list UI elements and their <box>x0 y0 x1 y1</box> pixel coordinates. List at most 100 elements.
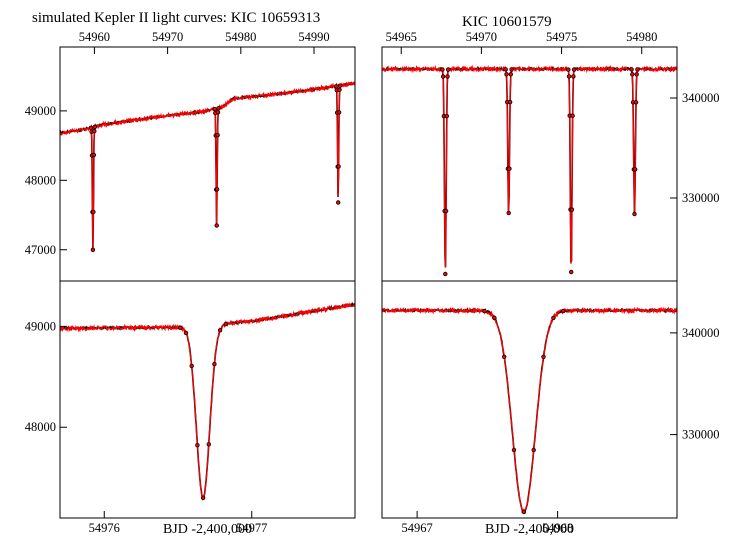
model-point <box>337 165 340 168</box>
model-point <box>213 107 217 111</box>
x-axis-label: BJD -2,400,000 <box>485 522 574 537</box>
right-panel-title: KIC 10601579 <box>462 14 552 30</box>
model-point <box>522 510 526 514</box>
model-point <box>445 114 449 118</box>
model-point <box>630 68 633 71</box>
model-point <box>512 448 516 452</box>
curves <box>60 301 355 501</box>
y-tick-label: 340000 <box>682 326 720 340</box>
model-series-line <box>382 306 677 514</box>
curves <box>382 64 677 277</box>
model-point <box>338 84 342 88</box>
y-tick-label: 47000 <box>25 243 56 257</box>
model-point <box>179 326 182 330</box>
model-point <box>504 68 508 71</box>
model-point <box>224 322 228 326</box>
y-tick-label: 330000 <box>682 191 720 205</box>
model-point <box>217 106 220 110</box>
model-point <box>493 316 496 320</box>
model-point <box>634 100 638 104</box>
panel-1: 54960 54970 54980 54990 47000 48000 49000 <box>25 30 356 282</box>
model-point <box>571 114 574 118</box>
x-tick-label: 54980 <box>626 30 657 44</box>
model-series-line <box>60 302 355 501</box>
x-tick-label: 54977 <box>236 521 267 535</box>
model-point <box>569 270 573 274</box>
model-point <box>207 442 211 446</box>
model-point <box>190 364 194 368</box>
model-point <box>572 68 576 71</box>
figure-title: simulated Kepler II light curves: KIC 10… <box>32 10 320 26</box>
y-tick-label: 48000 <box>25 173 56 187</box>
model-point <box>184 331 188 335</box>
x-tick-label: 54980 <box>225 30 256 44</box>
model-series-line <box>382 64 677 268</box>
model-point <box>542 355 545 359</box>
x-tick-label: 54965 <box>386 30 417 44</box>
x-tick-label: 54968 <box>542 521 573 535</box>
model-point <box>213 362 216 366</box>
x-tick-label: 54960 <box>79 30 110 44</box>
model-point <box>633 212 636 216</box>
model-point <box>444 209 448 213</box>
data-series-line <box>382 307 677 513</box>
x-tick-label: 54967 <box>401 521 432 535</box>
model-point <box>635 72 639 76</box>
panel-frame <box>59 46 356 282</box>
model-point <box>216 110 220 114</box>
model-series-line <box>60 81 355 251</box>
model-point <box>442 114 446 118</box>
model-point <box>631 100 635 104</box>
model-point <box>570 208 574 212</box>
model-point <box>91 248 95 252</box>
panel-2: 54965 54970 54975 54980 330000 340000 <box>381 30 720 282</box>
light-curve-panels: 54960 54970 54980 54990 47000 48000 49000 54965… <box>25 30 720 537</box>
x-tick-label: 54970 <box>466 30 497 44</box>
model-point <box>337 111 341 114</box>
model-point <box>561 309 565 313</box>
model-point <box>572 75 575 78</box>
panel-4: 54967 54968 330000 340000 BJD -2,400,000 <box>381 280 720 537</box>
model-point <box>505 72 508 76</box>
x-axis-label: BJD -2,400,000 <box>163 522 252 537</box>
y-tick-label: 49000 <box>25 104 56 118</box>
model-point <box>633 168 637 171</box>
panel-frame <box>59 280 356 519</box>
model-point <box>566 68 570 71</box>
model-point <box>196 443 199 447</box>
model-point <box>441 75 445 78</box>
model-point <box>446 75 449 78</box>
model-point <box>552 316 555 320</box>
curves <box>60 81 355 252</box>
curves <box>382 306 677 515</box>
y-tick-label: 49000 <box>25 319 56 333</box>
model-point <box>483 309 486 313</box>
model-point <box>92 129 96 133</box>
model-point <box>215 187 219 191</box>
panel-frame <box>381 280 678 519</box>
x-tick-label: 54975 <box>546 30 577 44</box>
model-point <box>636 68 639 71</box>
y-tick-label: 48000 <box>25 420 56 434</box>
model-point <box>89 126 93 130</box>
panel-3: 54976 54977 48000 49000 BJD -2,400,000 <box>25 280 356 537</box>
model-point <box>508 167 511 171</box>
model-point <box>216 133 220 137</box>
model-point <box>507 211 511 215</box>
model-point <box>508 100 512 104</box>
model-point <box>630 72 634 76</box>
y-tick-label: 330000 <box>682 428 720 442</box>
model-point <box>443 272 447 276</box>
model-point <box>532 448 536 452</box>
x-tick-label: 54990 <box>298 30 329 44</box>
model-point <box>568 114 572 118</box>
y-tick-label: 340000 <box>682 91 720 105</box>
x-tick-label: 54976 <box>89 521 120 535</box>
model-point <box>505 100 509 104</box>
model-point <box>92 153 96 157</box>
model-point <box>334 84 338 88</box>
model-point <box>338 88 341 92</box>
model-point <box>93 125 97 129</box>
model-point <box>336 201 340 204</box>
